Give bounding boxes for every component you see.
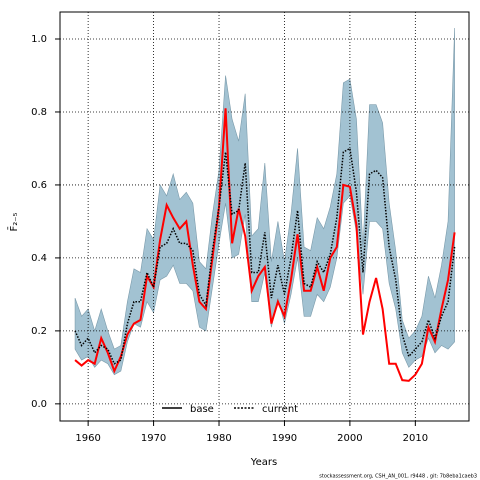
- y-tick-label: 0.2: [31, 326, 47, 337]
- legend-label: current: [262, 404, 298, 415]
- confidence-band: [74, 28, 455, 376]
- caption: stockassessment.org, CSH_AN_001, r9448 ,…: [319, 474, 477, 480]
- y-tick-label: 1.0: [31, 34, 47, 45]
- legend-label: base: [190, 404, 214, 415]
- x-tick-label: 1990: [272, 433, 297, 444]
- y-axis-label: F̄₂₋₅: [7, 212, 20, 231]
- x-tick-label: 1960: [75, 433, 100, 444]
- x-axis-label: Years: [250, 457, 277, 468]
- series-line: [74, 108, 456, 382]
- y-tick-label: 0.0: [31, 399, 47, 410]
- x-tick-label: 1970: [141, 433, 166, 444]
- series-line: [74, 147, 456, 365]
- x-tick-label: 2000: [337, 433, 362, 444]
- x-tick-label: 1980: [206, 433, 231, 444]
- plot-frame: [59, 11, 470, 422]
- y-tick-label: 0.4: [31, 253, 47, 264]
- y-tick-label: 0.6: [31, 180, 47, 191]
- x-tick-label: 2010: [403, 433, 428, 444]
- y-tick-label: 0.8: [31, 107, 47, 118]
